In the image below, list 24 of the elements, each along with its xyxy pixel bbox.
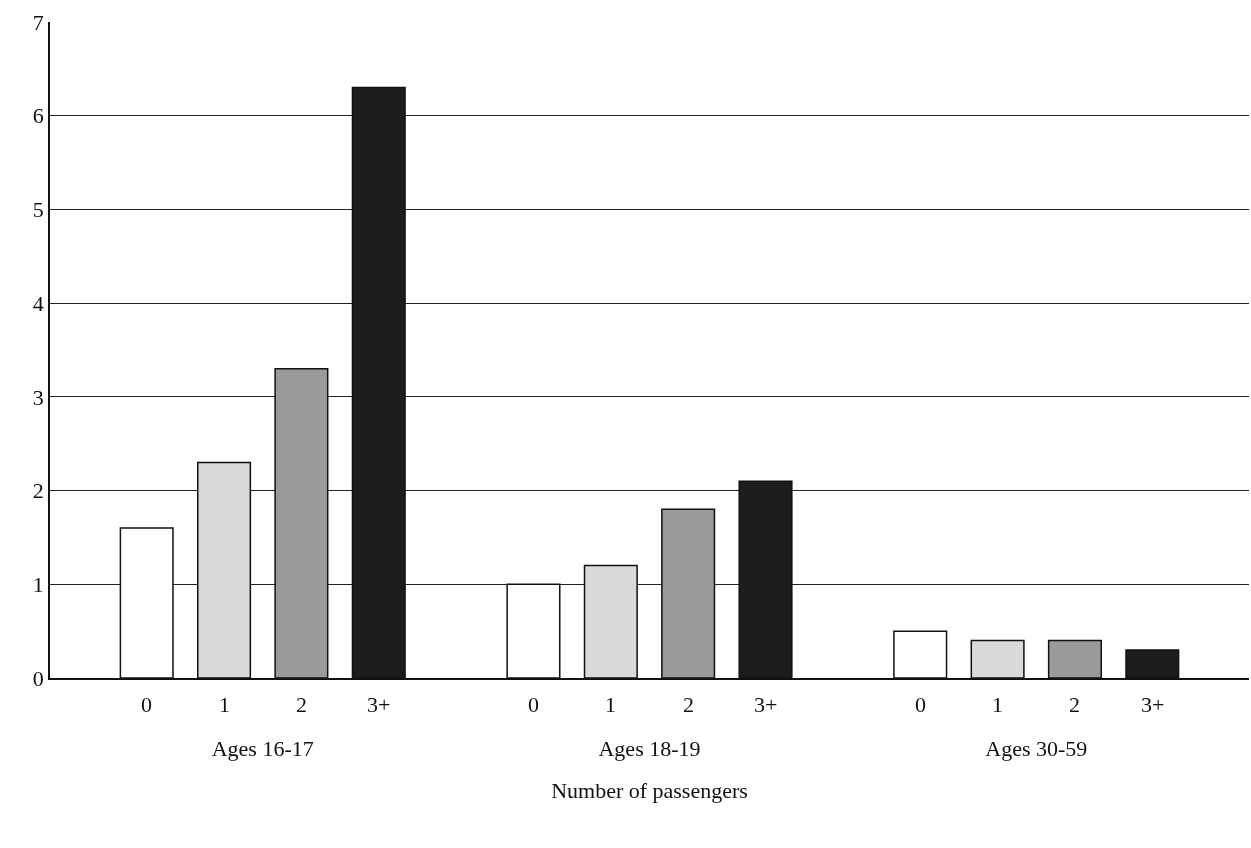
text: 3+ <box>754 692 778 717</box>
x-tick-label: Ages 16-17 <box>211 736 314 762</box>
text: 0 <box>528 692 539 717</box>
text: 0 <box>915 692 926 717</box>
y-tick-label: 1 <box>32 571 44 597</box>
text: 2 <box>683 692 694 717</box>
series-label: 2 <box>296 692 307 717</box>
text: 1 <box>605 692 616 717</box>
series-label: 3+ <box>367 692 391 717</box>
y-tick-label: 2 <box>32 478 44 504</box>
y-tick-label: 6 <box>32 103 44 129</box>
text: 2 <box>1069 692 1080 717</box>
y-tick-label: 5 <box>32 197 44 223</box>
y-tick-label: 4 <box>32 290 44 316</box>
x-tick-label: Ages 18-19 <box>598 736 701 762</box>
y-tick-label: 3 <box>32 384 44 410</box>
x-tick-label: Ages 30-59 <box>985 736 1088 762</box>
series-label: 1 <box>219 692 230 717</box>
series-label: 0 <box>141 692 152 717</box>
text: 1 <box>992 692 1003 717</box>
x-axis-title: Number of passengers <box>551 777 748 803</box>
text: 3+ <box>1141 692 1165 717</box>
y-tick-label: 7 <box>32 9 44 35</box>
y-tick-label: 0 <box>32 665 44 691</box>
